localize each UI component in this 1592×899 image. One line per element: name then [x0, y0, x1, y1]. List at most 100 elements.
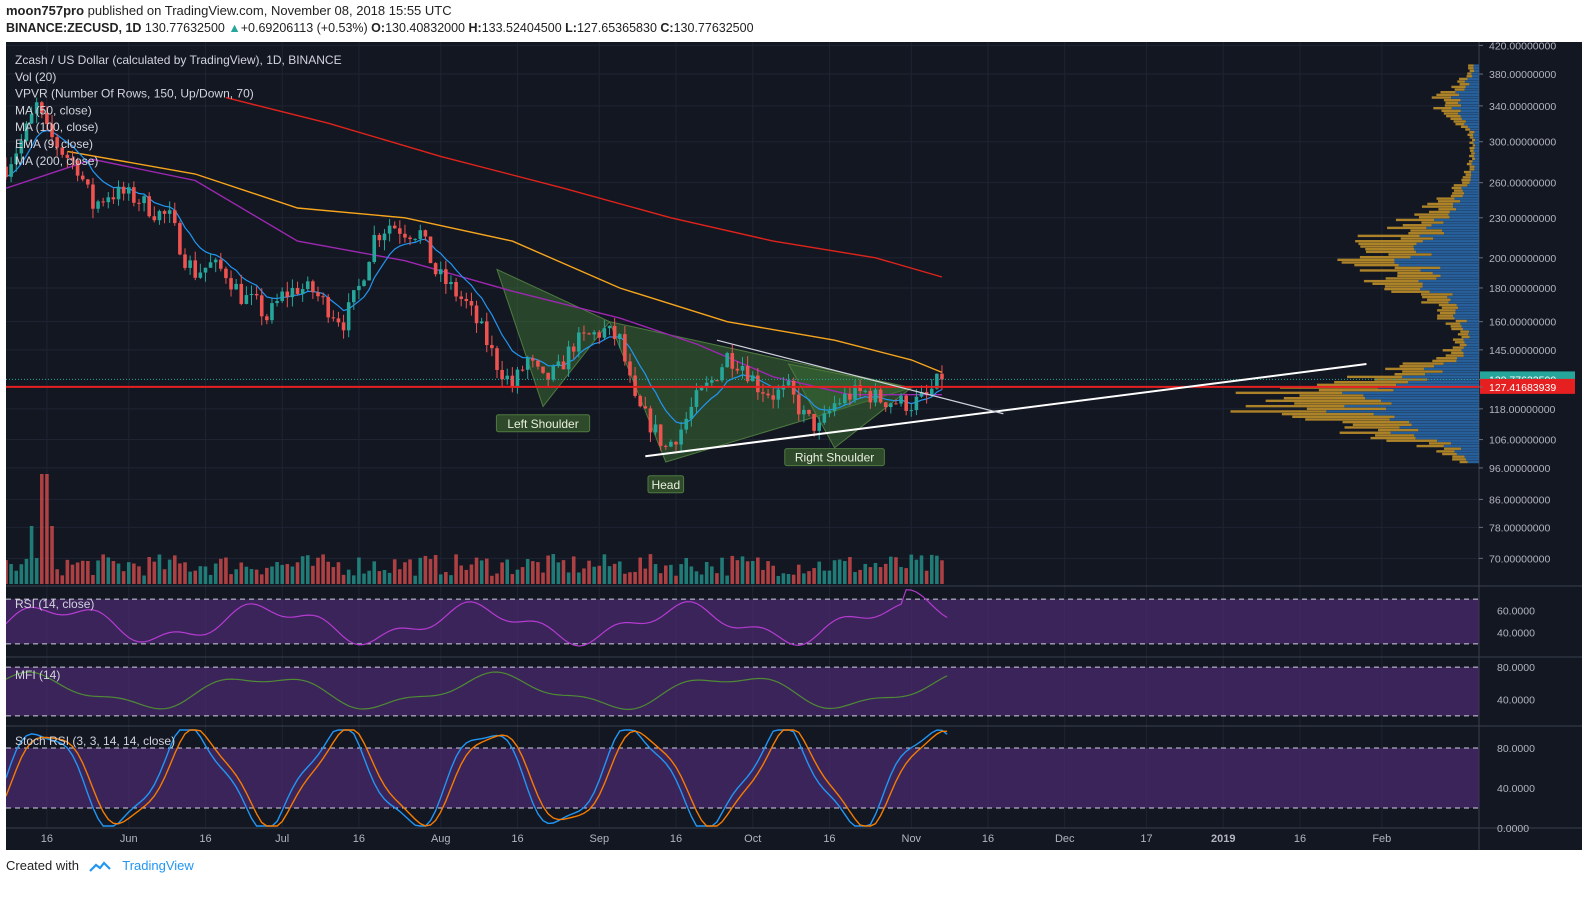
- volume-bar: [899, 567, 903, 584]
- created-with-text: Created with: [6, 858, 79, 873]
- trendlines[interactable]: [6, 339, 1479, 458]
- volume-bar: [623, 573, 627, 584]
- publish-line: moon757pro published on TradingView.com,…: [6, 3, 452, 18]
- vpvr-up-bar: [1436, 277, 1479, 280]
- vpvr-down-bar: [1374, 378, 1428, 381]
- volume-bar: [817, 561, 822, 584]
- volume-bar: [663, 565, 668, 584]
- time-tick-label: 16: [353, 833, 365, 845]
- volume-bar: [628, 572, 632, 584]
- vpvr-up-bar: [1413, 245, 1479, 248]
- vpvr-up-bar: [1461, 447, 1479, 450]
- candle-body: [531, 358, 535, 361]
- volume-bar: [101, 554, 105, 584]
- candle-body: [433, 263, 438, 275]
- vpvr-down-bar: [1455, 319, 1467, 323]
- vpvr-up-bar: [1433, 237, 1479, 240]
- volume-bar: [464, 569, 469, 584]
- candle-body: [587, 333, 591, 335]
- vpvr-down-bar: [1468, 67, 1474, 70]
- chart-area[interactable]: Left Shoulder Head Right Shoulder 420.0000…: [6, 42, 1582, 850]
- volume-bar: [607, 566, 612, 584]
- volume-bar: [193, 570, 198, 584]
- vpvr-down-bar: [1436, 197, 1455, 200]
- vpvr-up-bar: [1431, 253, 1479, 256]
- price-tick-label: 380.00000000: [1489, 69, 1556, 81]
- volume-bar: [387, 572, 392, 584]
- volume-bar: [761, 569, 765, 584]
- vpvr-down-bar: [1442, 349, 1462, 352]
- vpvr-down-bar: [1421, 293, 1453, 296]
- price-tick-label: 96.00000000: [1489, 463, 1550, 475]
- chart-canvas[interactable]: Left Shoulder Head Right Shoulder 420.0000…: [6, 42, 1582, 850]
- vpvr-down-bar: [1437, 317, 1455, 320]
- volume-bar: [531, 561, 535, 584]
- publish-info: published on TradingView.com, November 0…: [87, 3, 452, 18]
- volume-bar: [367, 570, 371, 584]
- volume-bar: [812, 568, 816, 584]
- vpvr-up-bar: [1472, 75, 1479, 78]
- vpvr-down-bar: [1245, 404, 1345, 408]
- vpvr-down-bar: [1468, 160, 1473, 163]
- time-tick-label: Jun: [120, 833, 138, 845]
- oscillator-tick-label: 40.0000: [1497, 628, 1535, 640]
- volume-bar: [45, 474, 49, 584]
- volume-bar: [633, 571, 637, 584]
- candle-body: [715, 380, 719, 382]
- candle-body: [679, 429, 683, 445]
- vpvr-up-bar: [1414, 434, 1479, 437]
- vpvr-up-bar: [1474, 130, 1479, 134]
- vpvr-down-bar: [1436, 357, 1458, 360]
- vpvr-up-bar: [1342, 391, 1479, 395]
- volume-bar: [587, 560, 591, 584]
- vpvr-up-bar: [1460, 322, 1479, 325]
- open-label: O:: [371, 21, 386, 35]
- candle-body: [162, 211, 167, 214]
- candle-body: [449, 281, 453, 285]
- vpvr-down-bar: [1391, 290, 1430, 293]
- volume-bar: [525, 559, 530, 584]
- volume-bar: [878, 567, 883, 584]
- vpvr-up-bar: [1460, 109, 1479, 113]
- vpvr-down-bar: [1299, 394, 1364, 397]
- candle-body: [377, 234, 382, 241]
- volume-bar: [116, 563, 121, 584]
- candle-body: [653, 424, 658, 433]
- candle-body: [86, 179, 90, 185]
- vpvr-up-bar: [1398, 263, 1479, 267]
- vpvr-up-bar: [1432, 271, 1479, 275]
- vpvr-up-bar: [1467, 460, 1479, 464]
- tradingview-brand-link[interactable]: TradingView: [122, 858, 194, 873]
- candle-body: [137, 202, 141, 204]
- vpvr-down-bar: [1431, 96, 1452, 99]
- vpvr-down-bar: [1397, 274, 1441, 277]
- ohlc-line: BINANCE:ZECUSD, 1D 130.77632500 ▲+0.6920…: [6, 21, 754, 35]
- vpvr-up-bar: [1443, 221, 1479, 224]
- oscillator-lines: [6, 589, 948, 827]
- candle-body: [474, 305, 479, 324]
- vpvr-down-bar: [1341, 261, 1395, 264]
- vpvr-up-bar: [1363, 394, 1479, 397]
- vpvr-down-bar: [1471, 152, 1475, 155]
- price-tick-label: 145.00000000: [1489, 345, 1556, 357]
- candle-body: [469, 301, 474, 306]
- volume-bar: [106, 557, 111, 584]
- vpvr-down-bar: [1344, 426, 1400, 429]
- vpvr-down-bar: [1408, 232, 1445, 235]
- author-name[interactable]: moon757pro: [6, 3, 85, 18]
- vpvr-down-bar: [1418, 216, 1450, 219]
- volume-bar: [357, 557, 361, 584]
- vpvr-up-bar: [1434, 218, 1479, 222]
- candle-body: [372, 234, 377, 263]
- vpvr-up-bar: [1467, 184, 1479, 187]
- time-tick-label: Nov: [902, 833, 922, 845]
- candle-body: [914, 396, 919, 411]
- volume-bar: [423, 555, 428, 584]
- vpvr-down-bar: [1428, 442, 1451, 445]
- vpvr-down-bar: [1443, 447, 1462, 450]
- candle-body: [802, 409, 806, 415]
- vpvr-up-bar: [1473, 149, 1479, 152]
- vpvr-up-bar: [1469, 330, 1479, 333]
- volume-bar: [924, 570, 929, 584]
- candle-body: [305, 281, 310, 290]
